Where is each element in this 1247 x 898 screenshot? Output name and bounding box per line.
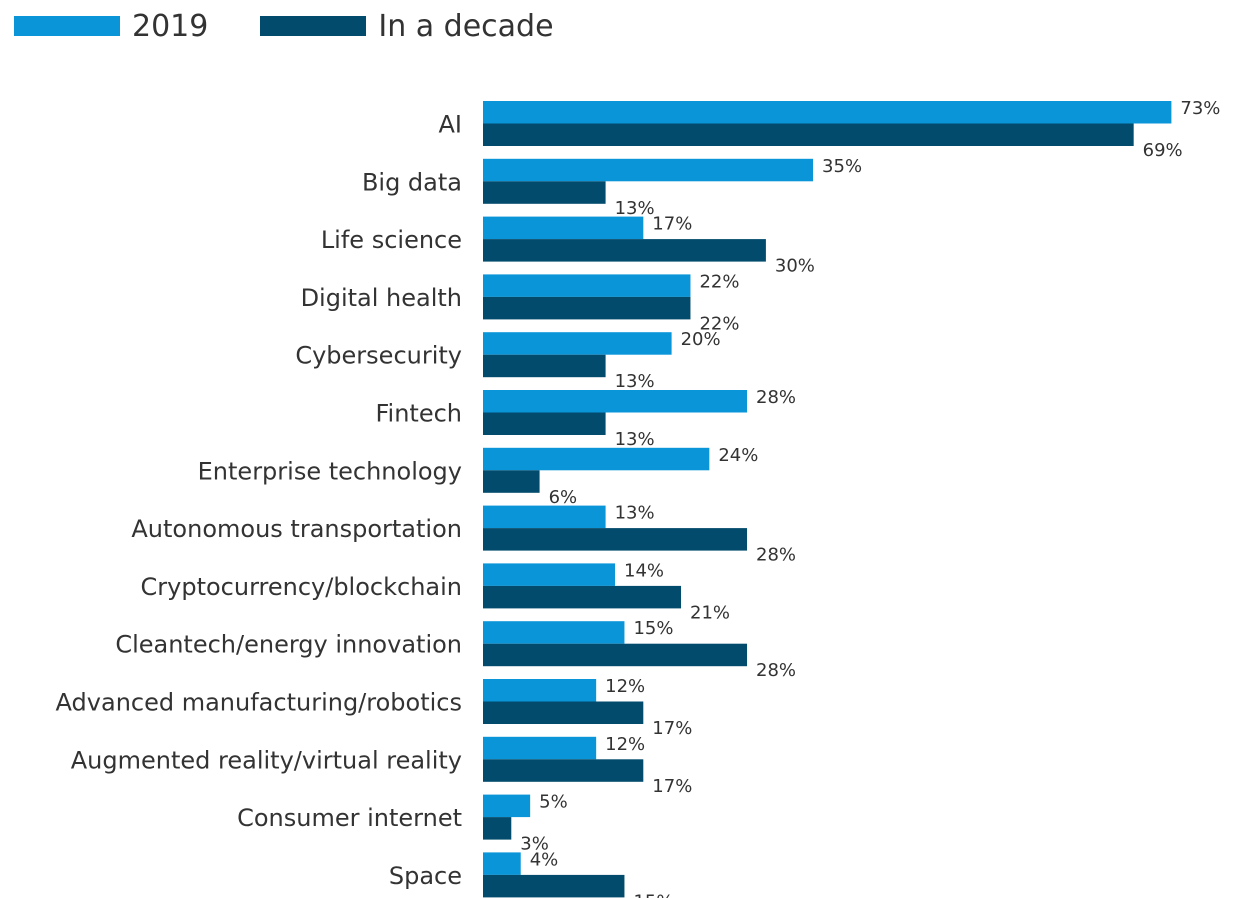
bar-series-in-a-decade: [483, 874, 625, 898]
data-label: 69%: [1143, 140, 1183, 161]
bar-series-2019: [483, 447, 710, 471]
category-label: Augmented reality/virtual reality: [71, 746, 462, 774]
bar-series-in-a-decade: [483, 643, 748, 667]
bar-series-2019: [483, 274, 691, 297]
category-label: Cleantech/energy innovation: [115, 631, 462, 659]
bar-series-2019: [483, 736, 597, 760]
data-label: 22%: [699, 313, 739, 334]
bar-series-2019: [483, 679, 597, 702]
bar-series-2019: [483, 505, 606, 529]
data-label: 6%: [549, 487, 578, 508]
category-label: Digital health: [301, 284, 462, 312]
legend-swatch: [14, 16, 120, 36]
data-label: 12%: [605, 734, 645, 755]
category-label: Life science: [321, 226, 462, 254]
bar-series-2019: [483, 794, 531, 818]
data-label: 13%: [615, 371, 655, 392]
data-label: 28%: [756, 545, 796, 566]
data-label: 35%: [822, 156, 862, 177]
bar-series-in-a-decade: [483, 354, 606, 378]
bar-series-in-a-decade: [483, 817, 512, 840]
bar-series-in-a-decade: [483, 239, 766, 262]
bar-series-in-a-decade: [483, 470, 540, 493]
data-label: 17%: [652, 776, 692, 797]
data-label: 13%: [615, 429, 655, 450]
bar-series-in-a-decade: [483, 585, 682, 609]
bar-series-in-a-decade: [483, 759, 644, 782]
data-label: 4%: [530, 849, 559, 870]
data-label: 5%: [539, 792, 568, 813]
bar-series-in-a-decade: [483, 528, 748, 551]
data-label: 21%: [690, 602, 730, 623]
data-label: 3%: [520, 834, 549, 855]
bar-series-in-a-decade: [483, 701, 644, 724]
bar-series-2019: [483, 390, 748, 413]
legend-item-0: 2019: [14, 9, 208, 44]
bar-series-2019: [483, 332, 672, 355]
bar-series-in-a-decade: [483, 123, 1134, 146]
data-label: 13%: [615, 503, 655, 524]
bar-series-2019: [483, 621, 625, 644]
category-label: Space: [389, 862, 462, 890]
data-label: 15%: [633, 891, 673, 898]
category-label: AI: [439, 111, 463, 139]
legend-swatch: [260, 16, 367, 36]
bar-series-2019: [483, 563, 616, 586]
data-label: 22%: [699, 271, 739, 292]
data-label: 13%: [615, 198, 655, 219]
bar-series-2019: [483, 158, 814, 182]
data-label: 15%: [633, 618, 673, 639]
data-label: 24%: [718, 445, 758, 466]
legend-label: 2019: [132, 8, 209, 44]
category-label: Fintech: [375, 400, 462, 428]
data-label: 30%: [775, 256, 815, 277]
data-label: 28%: [756, 660, 796, 681]
category-label: Cryptocurrency/blockchain: [141, 573, 462, 601]
bar-series-2019: [483, 852, 521, 875]
bar-series-in-a-decade: [483, 412, 606, 435]
data-label: 28%: [756, 387, 796, 408]
category-label: Advanced manufacturing/robotics: [56, 689, 462, 717]
category-label: Big data: [362, 168, 462, 196]
legend-label: In a decade: [378, 8, 554, 44]
category-label: Enterprise technology: [198, 457, 462, 485]
bar-series-2019: [483, 101, 1172, 124]
data-label: 17%: [652, 718, 692, 739]
bar-series-in-a-decade: [483, 296, 691, 320]
data-label: 73%: [1180, 98, 1220, 119]
data-label: 20%: [681, 329, 721, 350]
data-label: 14%: [624, 560, 664, 581]
legend-item-1: In a decade: [260, 8, 554, 44]
legend: 2019 In a decade: [14, 6, 606, 46]
category-label: Consumer internet: [237, 804, 462, 832]
bar-series-in-a-decade: [483, 181, 606, 204]
data-label: 17%: [652, 214, 692, 235]
bar-series-2019: [483, 216, 644, 240]
data-label: 12%: [605, 676, 645, 697]
category-label: Cybersecurity: [295, 342, 462, 370]
category-label: Autonomous transportation: [131, 515, 462, 543]
